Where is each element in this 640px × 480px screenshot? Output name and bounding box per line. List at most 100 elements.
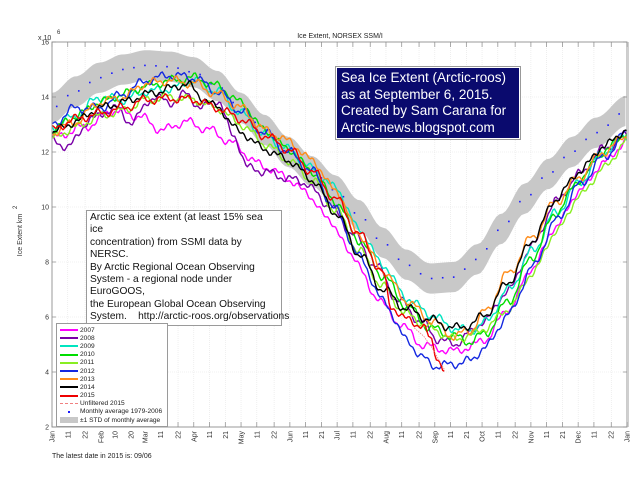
- monthly-average-point: [419, 272, 422, 275]
- legend-label: 2014: [80, 383, 95, 391]
- x-tick-label: Nov: [528, 431, 535, 444]
- legend-swatch: [60, 329, 78, 332]
- monthly-average-point: [541, 177, 543, 179]
- x-tick-label: 20: [128, 431, 135, 439]
- y-multiplier-exponent: 6: [57, 30, 61, 36]
- monthly-average-point: [574, 150, 576, 152]
- monthly-average-point: [508, 220, 510, 223]
- description-line: By Arctic Regional Ocean Observing: [90, 261, 255, 273]
- x-tick-label: Jun: [287, 431, 294, 442]
- monthly-average-point: [254, 121, 257, 124]
- x-tick-label: 21: [464, 431, 471, 439]
- y-axis-label: Ice Extent km: [17, 214, 24, 257]
- x-tick-label: 10: [113, 431, 120, 439]
- monthly-average-point: [596, 131, 598, 134]
- legend-item: ±1 STD of monthly average: [60, 416, 164, 424]
- monthly-average-point: [199, 73, 201, 76]
- monthly-average-point: [77, 90, 80, 92]
- x-tick-label: 11: [207, 431, 214, 438]
- monthly-average-point: [607, 124, 609, 126]
- description-line: concentration) from SSMI data by NERSC.: [90, 236, 242, 261]
- legend-label: 2008: [80, 334, 95, 342]
- legend-label: 2010: [80, 351, 95, 359]
- x-tick-label: 11: [350, 431, 357, 438]
- monthly-average-point: [331, 188, 334, 191]
- legend-item: 2008: [60, 334, 164, 342]
- monthly-average-point: [364, 218, 367, 221]
- x-tick-label: 22: [272, 431, 279, 439]
- legend-item: 2015: [60, 392, 164, 400]
- x-tick-label: Sep: [432, 431, 439, 444]
- legend-swatch: [60, 370, 78, 373]
- x-tick-label: Feb: [98, 431, 105, 443]
- x-tick-label: Jan: [50, 431, 57, 442]
- axes: [51, 41, 629, 428]
- monthly-average-point: [155, 65, 157, 67]
- x-tick-label: 22: [83, 431, 90, 439]
- annotation-box: Sea Ice Extent (Arctic-roos) as at Septe…: [335, 66, 521, 140]
- y-tick-labels: 2 4 6 8 10 12 14 16: [41, 40, 49, 432]
- x-tick-label: 11: [495, 431, 502, 438]
- monthly-average-point: [144, 64, 146, 67]
- monthly-average-point: [474, 258, 477, 261]
- series-line-2014: [51, 80, 628, 332]
- monthly-average-point: [232, 101, 234, 104]
- description-line: the European Global Ocean Observing: [90, 298, 266, 310]
- legend-item: Unfiltered 2015: [60, 400, 164, 408]
- x-tick-label: 22: [417, 431, 424, 439]
- monthly-average-point: [375, 237, 378, 240]
- x-tick-label: 21: [319, 431, 326, 439]
- y-tick-label: 2: [45, 425, 49, 432]
- monthly-average-point: [441, 276, 444, 279]
- legend-label: Unfiltered 2015: [80, 400, 125, 408]
- description-line: System. http://arctic-roos.org/observati…: [90, 311, 290, 323]
- x-tick-label: 22: [176, 431, 183, 439]
- y-tick-label: 6: [45, 315, 49, 322]
- legend-label: 2015: [80, 392, 95, 400]
- series-line-2007: [51, 106, 628, 355]
- legend-item: 2009: [60, 342, 164, 350]
- series-line-2012: [51, 71, 628, 370]
- legend-swatch: [60, 394, 78, 397]
- legend-label: 2012: [80, 367, 95, 375]
- legend-swatch: [60, 378, 78, 381]
- series-lines: [51, 71, 628, 372]
- legend-item: Monthly average 1979-2006: [60, 408, 164, 416]
- y-tick-label: 16: [41, 40, 49, 47]
- x-tick-label: 22: [513, 431, 520, 439]
- monthly-average-point: [177, 67, 179, 69]
- monthly-average-point: [397, 258, 400, 261]
- x-tick-label: Jan: [625, 431, 632, 442]
- monthly-average-point: [100, 76, 102, 79]
- monthly-average-point: [188, 70, 190, 73]
- series-line-unfiltered-2015: [414, 327, 445, 370]
- x-tick-label: 11: [591, 431, 598, 438]
- legend-item: 2012: [60, 367, 164, 375]
- x-tick-label: Mar: [142, 430, 149, 443]
- x-tick-label: 11: [65, 431, 72, 438]
- x-tick-label: 11: [254, 431, 261, 438]
- x-tick-label: May: [239, 431, 246, 445]
- description-box: Arctic sea ice extent (at least 15% sea …: [86, 210, 290, 326]
- monthly-average-point: [519, 200, 521, 203]
- std-band-area: [52, 50, 626, 294]
- monthly-average-point: [133, 66, 135, 69]
- y-tick-label: 8: [45, 260, 49, 267]
- monthly-average-point: [221, 87, 223, 89]
- legend-item: 2013: [60, 375, 164, 383]
- monthly-average-point: [463, 268, 466, 270]
- monthly-average-point: [342, 195, 345, 198]
- series-line-2011: [51, 92, 628, 343]
- footer-latest-date: The latest date in 2015 is: 09/06: [52, 453, 152, 460]
- y-multiplier: x 10: [38, 35, 51, 42]
- legend-swatch: [60, 353, 78, 356]
- description-line: Arctic sea ice extent (at least 15% sea …: [90, 212, 263, 236]
- y-tick-label: 12: [41, 150, 49, 157]
- monthly-average-point: [497, 229, 499, 232]
- description-line: System - a regional node under EuroGOOS,: [90, 274, 233, 298]
- legend-label: ±1 STD of monthly average: [80, 416, 161, 424]
- x-tick-label: 11: [399, 431, 406, 438]
- legend-label: 2013: [80, 375, 95, 383]
- legend-label: Monthly average 1979-2006: [80, 408, 163, 416]
- annotation-line: Sea Ice Extent (Arctic-roos): [341, 70, 507, 85]
